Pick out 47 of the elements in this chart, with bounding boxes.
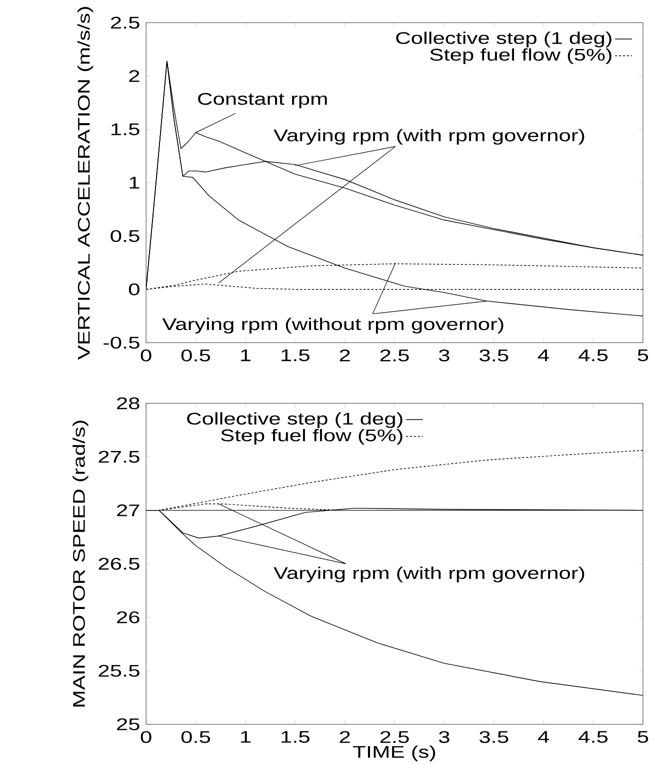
y-axis-title: VERTICAL ACCELERATION (m/s/s): [78, 6, 94, 360]
x-tick-label: 3.5: [480, 349, 508, 362]
x-tick-label: 0.5: [182, 731, 210, 744]
y-tick-label: 26: [117, 611, 140, 624]
annotation: Constant rpm: [198, 92, 327, 108]
x-tick-label: 1.5: [282, 349, 310, 362]
x-tick-label: 2: [340, 731, 350, 743]
y-tick-label: 27: [117, 504, 140, 516]
legend-label: Step fuel flow (5%): [221, 428, 402, 445]
x-axis-title: TIME (s): [353, 746, 436, 762]
legend-label: Collective step (1 deg): [187, 412, 402, 428]
y-tick-label: 2.5: [111, 16, 140, 29]
legend-label: Step fuel flow (5%): [430, 48, 612, 64]
x-tick-label: 3.5: [480, 731, 508, 744]
annotation: Varying rpm (without rpm governor): [162, 318, 504, 334]
annotation: Varying rpm (with rpm governor): [274, 128, 584, 145]
y-tick-label: 28: [117, 397, 140, 410]
y-tick-label: 2: [129, 70, 140, 82]
x-tick-label: 4.5: [578, 731, 608, 743]
y-tick-label: 26.5: [98, 558, 140, 570]
y-tick-label: 25.5: [98, 664, 140, 677]
y-tick-label: -0.5: [104, 336, 140, 349]
y-tick-label: 27.5: [98, 450, 140, 463]
x-tick-label: 1: [241, 731, 251, 743]
y-tick-label: 25: [117, 718, 140, 730]
x-tick-label: 0.5: [182, 349, 210, 362]
y-axis-title: MAIN ROTOR SPEED (rad/s): [72, 420, 88, 706]
x-tick-label: 4: [538, 349, 550, 362]
x-tick-label: 3: [439, 731, 450, 744]
annotation: Varying rpm (with rpm governor): [274, 566, 584, 582]
x-tick-label: 5: [638, 349, 648, 362]
y-tick-label: 1: [130, 176, 140, 188]
y-tick-label: 1.5: [112, 123, 140, 136]
x-tick-label: 2.5: [380, 349, 409, 362]
legend-label: Collective step (1 deg): [396, 32, 612, 48]
y-tick-label: 0.5: [110, 230, 140, 242]
y-tick-label: 0: [129, 283, 140, 296]
x-tick-label: 5: [638, 731, 648, 743]
x-tick-label: 0: [141, 349, 152, 362]
x-tick-label: 1.5: [282, 731, 310, 743]
x-tick-label: 4: [538, 731, 550, 743]
x-tick-label: 0: [141, 731, 152, 744]
x-tick-label: 2.5: [380, 731, 409, 744]
x-tick-label: 4.5: [578, 349, 608, 362]
x-tick-label: 2: [340, 349, 350, 362]
x-tick-label: 3: [439, 349, 450, 362]
x-tick-label: 1: [241, 349, 251, 362]
